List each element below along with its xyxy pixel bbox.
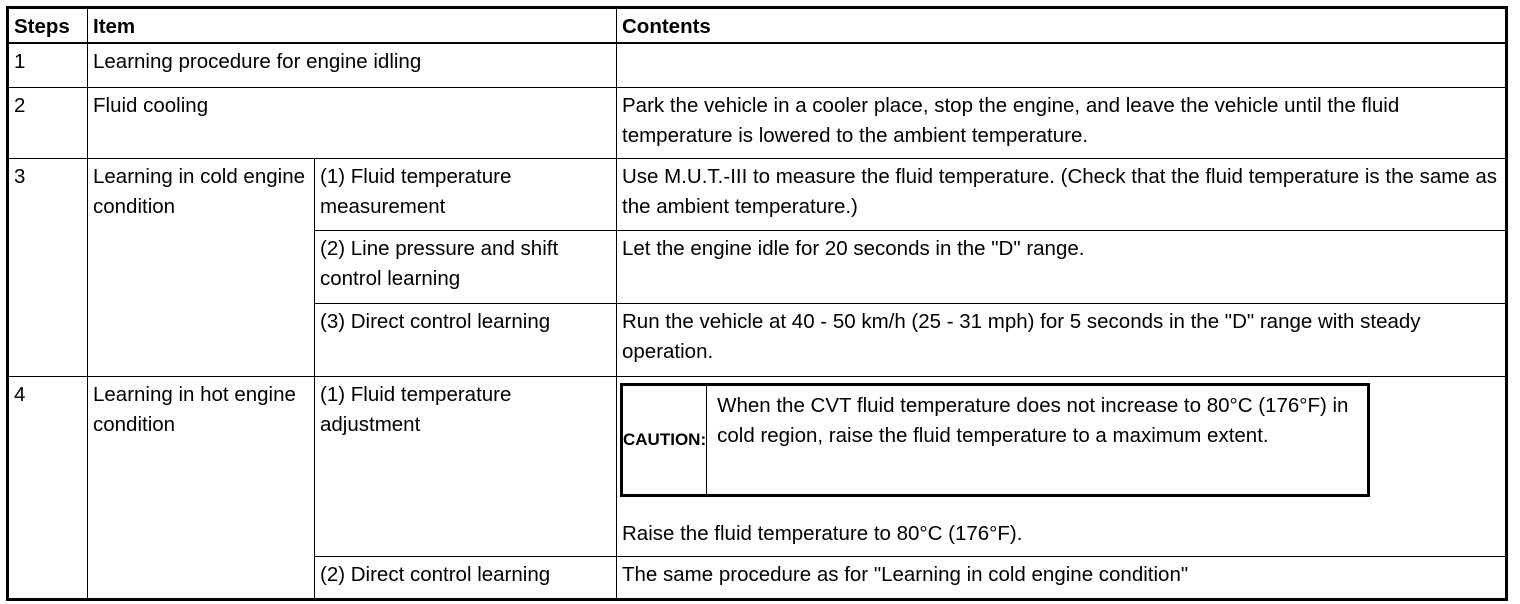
sub-item-cell: (2) Line pressure and shift control lear… [314,229,617,304]
contents-cell: Park the vehicle in a cooler place, stop… [616,86,1507,159]
contents-cell: CAUTION: When the CVT fluid temperature … [616,375,1507,557]
item-cell: Fluid cooling [87,86,617,159]
header-row: Steps Item Contents [7,7,1507,44]
item-cell: Learning in hot engine condition [87,375,315,600]
step-number: 3 [7,157,88,377]
header-steps: Steps [7,7,88,44]
sub-item-cell: (1) Fluid temperature measurement [314,157,617,231]
learning-procedure-table: Steps Item Contents 1 Learning procedure… [6,6,1508,601]
caution-text: When the CVT fluid temperature does not … [717,393,1349,447]
table-row: 2 Fluid cooling Park the vehicle in a co… [7,86,1507,159]
contents-cell: The same procedure as for "Learning in c… [616,555,1507,600]
sub-item-cell: (2) Direct control learning [314,555,617,600]
step-number: 1 [7,42,88,88]
table-row: (2) Direct control learning The same pro… [8,555,1507,600]
contents-cell: Use M.U.T.-III to measure the fluid temp… [616,157,1507,231]
contents-cell [616,42,1507,88]
item-cell: Learning in cold engine condition [87,157,315,377]
caution-box: CAUTION: When the CVT fluid temperature … [620,382,1370,497]
caution-label: CAUTION: [623,385,708,494]
item-cell: Learning procedure for engine idling [87,42,617,88]
contents-text: Raise the fluid temperature to 80°C (176… [622,521,1023,545]
contents-cell: Let the engine idle for 20 seconds in th… [616,229,1507,304]
sub-item-cell: (3) Direct control learning [314,302,617,377]
contents-cell: Run the vehicle at 40 - 50 km/h (25 - 31… [616,302,1507,377]
table-row: 1 Learning procedure for engine idling [7,42,1507,88]
header-item: Item [87,7,617,44]
sub-item-cell: (1) Fluid temperature adjustment [314,375,617,557]
step-number: 4 [7,375,88,600]
table-row: 3 Learning in cold engine condition (1) … [7,157,1507,377]
table-row: (2) Line pressure and shift control lear… [8,229,1507,304]
table-row: (3) Direct control learning Run the vehi… [8,302,1507,377]
step-number: 2 [7,86,88,159]
header-contents: Contents [616,7,1507,44]
table-row: 4 Learning in hot engine condition (1) F… [7,375,1507,600]
